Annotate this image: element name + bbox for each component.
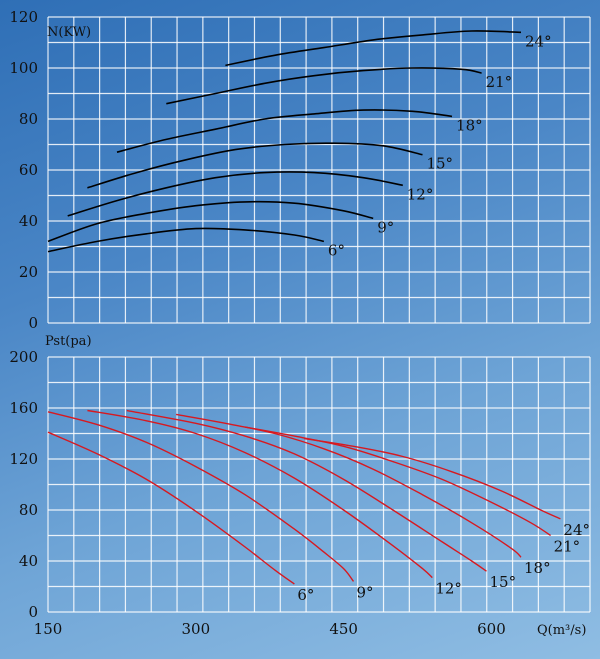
y-tick-label-power: 40 [19,212,38,230]
x-tick-label: 450 [329,620,358,638]
pressure-curve-label-9deg: 9° [356,583,373,601]
pressure-curve-12deg [87,409,433,579]
y-tick-label-power: 80 [19,110,38,128]
y-tick-label-power: 100 [9,59,38,77]
pressure-curve-label-6deg: 6° [297,586,314,604]
power-curve-label-21deg: 21° [486,73,513,91]
y-tick-label-pressure: 200 [9,348,38,366]
power-curve-15deg [87,142,423,189]
power-curve-label-18deg: 18° [456,116,483,134]
power-curve-label-24deg: 24° [525,32,552,50]
pressure-curve-label-21deg: 21° [554,538,581,556]
pressure-curve-label-12deg: 12° [435,580,462,598]
power-curve-21deg [166,67,482,105]
power-curve-9deg [47,200,374,243]
pressure-curve-15deg [126,409,487,572]
power-curve-label-15deg: 15° [426,155,453,173]
x-tick-label: 150 [34,620,63,638]
power-curve-label-6deg: 6° [328,241,345,259]
x-axis-title: Q(m³/s) [537,623,586,638]
power-curve-label-12deg: 12° [407,185,434,203]
pressure-curve-label-15deg: 15° [490,573,517,591]
y-axis-title-pressure: Pst(pa) [45,334,92,349]
power-curve-6deg [47,227,325,253]
pressure-curve-6deg [47,431,295,585]
pressure-curve-21deg [244,426,551,537]
x-tick-label: 300 [181,620,210,638]
y-tick-label-pressure: 160 [9,399,38,417]
power-curve-12deg [67,171,403,217]
pressure-curve-label-18deg: 18° [524,559,551,577]
y-tick-label-power: 20 [19,263,38,281]
power-curve-24deg [225,30,522,67]
x-tick-label: 600 [477,620,506,638]
pressure-curve-9deg [47,411,355,582]
y-tick-label-power: 120 [9,8,38,26]
y-axis-title-power: N(KW) [47,25,91,40]
pressure-curve-label-24deg: 24° [563,521,590,539]
y-tick-label-power: 0 [28,314,38,332]
pressure-curve-24deg [304,437,561,520]
y-tick-label-pressure: 120 [9,450,38,468]
y-tick-label-power: 60 [19,161,38,179]
power-curve-label-9deg: 9° [377,218,394,236]
y-tick-label-pressure: 0 [28,603,38,621]
y-tick-label-pressure: 40 [19,552,38,570]
y-tick-label-pressure: 80 [19,501,38,519]
pressure-curve-18deg [175,413,522,558]
power-curve-18deg [116,109,453,153]
